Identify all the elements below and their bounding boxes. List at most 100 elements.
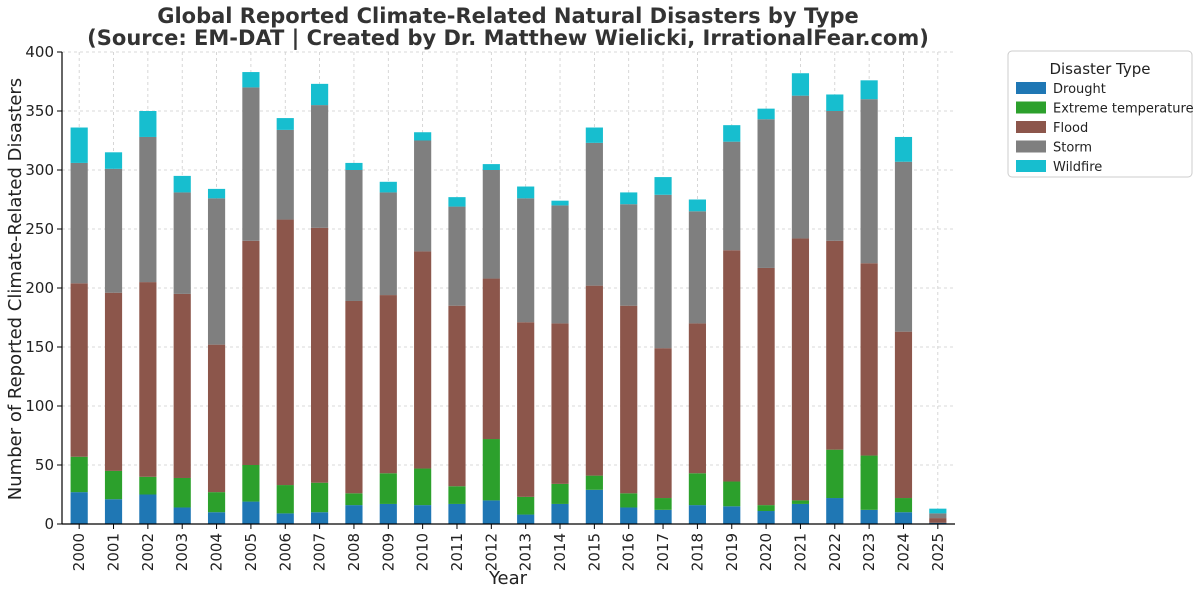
x-tick-label-2022: 2022: [826, 533, 844, 571]
bar-segment-storm-2019: [723, 141, 741, 251]
bar-segment-storm-2024: [894, 161, 913, 332]
bar-segment-drought-2006: [276, 513, 294, 524]
chart-subtitle: (Source: EM-DAT | Created by Dr. Matthew…: [87, 26, 929, 51]
bar-segment-drought-2023: [860, 509, 878, 524]
bar-segment-flood-2020: [757, 267, 775, 506]
bar-segment-extreme-temperature-2009: [379, 473, 397, 504]
bar-segment-flood-2007: [311, 227, 329, 483]
bar-segment-storm-2021: [791, 95, 810, 239]
bar-segment-drought-2008: [345, 505, 363, 524]
x-tick-label-2017: 2017: [654, 533, 672, 571]
bar-segment-extreme-temperature-2015: [585, 475, 603, 490]
bar-segment-wildfire-2001: [104, 152, 123, 169]
bar-segment-storm-2007: [311, 105, 329, 228]
x-tick-label-2016: 2016: [620, 533, 638, 571]
bar-segment-extreme-temperature-2002: [139, 476, 157, 495]
bar-segment-extreme-temperature-2013: [517, 496, 535, 515]
bar-segment-extreme-temperature-2021: [791, 500, 810, 504]
bar-segment-extreme-temperature-2010: [414, 468, 432, 506]
bar-segment-wildfire-2002: [139, 111, 157, 137]
bar-segment-flood-2000: [70, 283, 88, 457]
x-tick-label-2002: 2002: [139, 533, 157, 571]
bar-segment-drought-2009: [379, 503, 397, 524]
bar-segment-flood-2016: [620, 305, 638, 494]
legend-swatch-extreme-temperature: [1016, 101, 1046, 114]
bar-segment-drought-2017: [654, 509, 672, 524]
bar-segment-wildfire-2005: [242, 72, 260, 88]
x-tick-label-2003: 2003: [173, 533, 191, 571]
bar-segment-drought-2015: [585, 489, 603, 524]
bar-segment-drought-2014: [551, 503, 569, 524]
bar-segment-storm-2001: [104, 168, 123, 293]
bar-segment-wildfire-2016: [620, 192, 638, 205]
x-tick-label-2024: 2024: [894, 533, 912, 571]
bar-segment-wildfire-2009: [379, 181, 397, 193]
bar-segment-drought-2019: [723, 506, 741, 524]
bar-segment-flood-2021: [791, 238, 810, 501]
bar-segment-wildfire-2017: [654, 177, 672, 195]
bar-segment-flood-2022: [826, 240, 844, 450]
bar-segment-flood-2014: [551, 323, 569, 484]
bar-segment-drought-2018: [688, 505, 706, 524]
bar-segment-extreme-temperature-2018: [688, 473, 706, 506]
x-tick-label-2009: 2009: [379, 533, 397, 571]
bar-segment-flood-2003: [173, 293, 191, 478]
x-tick-label-2023: 2023: [860, 533, 878, 571]
bar-segment-drought-2021: [791, 503, 810, 524]
bar-segment-wildfire-2019: [723, 125, 741, 142]
bar-segment-extreme-temperature-2003: [173, 477, 191, 508]
bar-segment-storm-2023: [860, 99, 878, 264]
bar-segment-wildfire-2024: [894, 136, 913, 162]
bar-segment-wildfire-2020: [757, 108, 775, 120]
bar-segment-flood-2009: [379, 295, 397, 474]
bar-segment-storm-2003: [173, 192, 191, 294]
bar-segment-storm-2008: [345, 170, 363, 301]
bar-segment-storm-2010: [414, 140, 432, 252]
bar-segment-flood-2011: [448, 305, 466, 487]
bar-segment-drought-2012: [482, 500, 500, 524]
bar-segment-extreme-temperature-2007: [311, 482, 329, 513]
bar-segment-flood-2004: [207, 344, 226, 493]
x-tick-label-2008: 2008: [345, 533, 363, 571]
bar-segment-wildfire-2008: [345, 162, 363, 170]
bar-segment-drought-2024: [894, 512, 913, 524]
legend-label-flood: Flood: [1053, 121, 1088, 136]
bar-segment-flood-2015: [585, 285, 603, 476]
bar-segment-wildfire-2004: [207, 188, 226, 199]
bar-segment-extreme-temperature-2022: [826, 449, 844, 499]
bar-segment-flood-2025: [929, 518, 947, 523]
legend-label-storm: Storm: [1053, 141, 1092, 156]
bar-segment-storm-2005: [242, 87, 260, 241]
bar-segment-wildfire-2018: [688, 199, 706, 212]
bar-segment-drought-2004: [207, 512, 226, 524]
y-tick-label: 0: [44, 515, 54, 533]
bar-segment-storm-2015: [585, 142, 603, 286]
x-tick-label-2004: 2004: [208, 533, 226, 571]
bar-segment-wildfire-2025: [929, 508, 947, 514]
bar-segment-drought-2007: [311, 512, 329, 524]
bar-segment-extreme-temperature-2020: [757, 505, 775, 512]
bar-segment-drought-2003: [173, 507, 191, 524]
legend-label-drought: Drought: [1053, 82, 1106, 97]
y-tick-label: 250: [25, 220, 54, 238]
bar-segment-storm-2013: [517, 198, 535, 323]
bar-segment-wildfire-2007: [311, 83, 329, 106]
bar-segment-flood-2024: [894, 331, 913, 499]
y-tick-labels: 0 50 100 150 200 250 300 350 400: [25, 43, 62, 533]
bar-segment-wildfire-2023: [860, 80, 878, 100]
bar-segment-flood-2023: [860, 263, 878, 456]
bar-segment-storm-2014: [551, 205, 569, 324]
y-tick-label: 200: [25, 279, 54, 297]
x-tick-label-2010: 2010: [414, 533, 432, 571]
y-tick-label: 300: [25, 161, 54, 179]
bar-segment-drought-2013: [517, 514, 535, 524]
bar-segment-storm-2012: [482, 170, 500, 279]
x-tick-label-2000: 2000: [70, 533, 88, 571]
x-tick-label-2001: 2001: [105, 533, 123, 571]
bar-segment-storm-2016: [620, 204, 638, 306]
legend-frame: [1007, 50, 1193, 178]
bar-segment-wildfire-2003: [173, 175, 191, 193]
bar-segment-wildfire-2012: [482, 164, 500, 170]
bar-segment-wildfire-2006: [276, 118, 294, 130]
